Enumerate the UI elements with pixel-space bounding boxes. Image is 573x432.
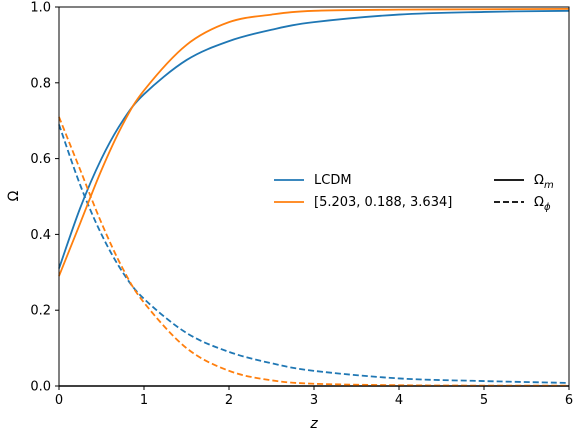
x-tick-label-5: 5 <box>480 393 488 408</box>
x-tick-label-1: 1 <box>140 393 148 408</box>
x-axis-label: z <box>309 416 318 432</box>
legend-style-label-0: Ωm <box>534 173 554 191</box>
legend-model-label-0: LCDM <box>314 173 352 188</box>
y-tick-label-5: 1.0 <box>30 1 51 16</box>
y-tick-label-0: 0.0 <box>30 380 51 395</box>
y-tick-label-2: 0.4 <box>30 228 51 243</box>
x-tick-label-3: 3 <box>310 393 318 408</box>
series-0-omega-m-line <box>58 9 570 269</box>
y-tick-label-3: 0.6 <box>30 152 51 167</box>
x-tick-label-2: 2 <box>225 393 233 408</box>
series-1-omega-phi-line <box>58 116 570 387</box>
legend: LCDM [5.203, 0.188, 3.634] Ωm Ωϕ <box>274 173 554 213</box>
y-tick-label-1: 0.2 <box>30 304 51 319</box>
legend-model-label-1: [5.203, 0.188, 3.634] <box>314 195 452 210</box>
series-0-omega-phi-line <box>58 124 570 384</box>
y-axis-label: Ω <box>6 190 22 201</box>
x-tick-label-4: 4 <box>395 393 403 408</box>
axes: 0 1 2 3 4 5 6 0.0 0.2 0.4 0.6 0.8 1.0 <box>30 1 573 409</box>
series-1-omega-m-line <box>58 7 570 277</box>
y-tick-label-4: 0.8 <box>30 76 51 91</box>
legend-style-label-1: Ωϕ <box>534 195 551 213</box>
x-tick-label-6: 6 <box>565 393 573 408</box>
x-tick-label-0: 0 <box>55 393 63 408</box>
